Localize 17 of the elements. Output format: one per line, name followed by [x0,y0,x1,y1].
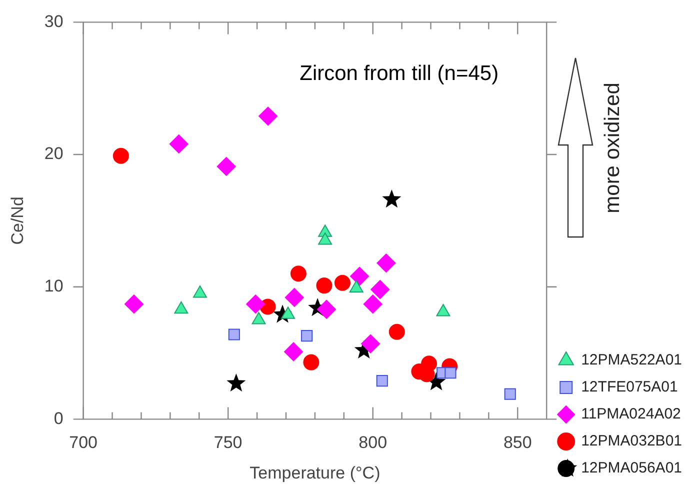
annotation: Zircon from till (n=45) [300,62,499,85]
legend-label: 12TFE075A01 [581,378,678,396]
y-tick-label: 20 [44,144,64,164]
y-tick-label: 0 [54,408,64,428]
x-tick-label: 850 [503,433,532,452]
y-axis-title: Ce/Nd [8,196,27,245]
x-tick-label: 800 [358,433,388,452]
x-axis-title: Temperature (°C) [250,463,380,482]
legend-label: 12PMA032B01 [581,432,682,450]
x-tick-label: 700 [69,433,98,452]
legend-label: 12PMA056A01 [581,460,682,477]
legend-label: 12PMA522A01 [581,352,682,369]
y-tick-label: 10 [44,276,64,296]
x-tick-label: 750 [214,433,242,452]
legend-label: 11PMA024A02 [581,406,681,423]
text: more oxidized [600,82,624,214]
y-tick-label: 30 [44,12,64,31]
